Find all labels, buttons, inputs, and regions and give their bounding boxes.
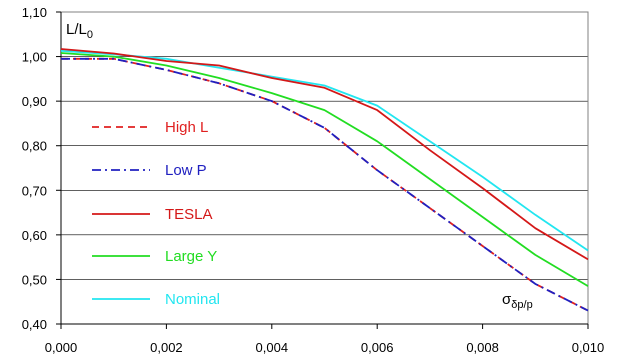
y-tick-label-5: 0,90 <box>22 94 47 109</box>
x-axis-title-main: σ <box>502 291 512 308</box>
y-tick-label-6: 1,00 <box>22 50 47 65</box>
legend-label-large-y: Large Y <box>165 248 217 265</box>
x-axis-title-sub: δp/p <box>511 299 532 311</box>
y-tick-label-3: 0,70 <box>22 183 47 198</box>
series-line-large-y <box>60 52 589 287</box>
series-line-tesla <box>60 48 589 261</box>
x-tick-label-2: 0,004 <box>256 340 289 355</box>
y-axis-title: L/L0 <box>66 21 93 41</box>
x-tick-label-1: 0,002 <box>150 340 183 355</box>
plot-area <box>60 11 589 325</box>
legend: High L Low P TESLA Large Y Nominal <box>92 119 220 308</box>
x-axis-title: σδp/p <box>502 291 533 311</box>
y-tick-label-4: 0,80 <box>22 139 47 154</box>
y-axis-title-main: L/L <box>66 21 87 38</box>
series-lines <box>60 48 589 312</box>
x-tick-label-4: 0,008 <box>466 340 499 355</box>
x-tick-label-5: 0,010 <box>572 340 605 355</box>
y-tick-label-1: 0,50 <box>22 272 47 287</box>
x-tick-label-3: 0,006 <box>361 340 394 355</box>
y-tick-label-7: 1,10 <box>22 5 47 20</box>
legend-label-low-p: Low P <box>165 162 207 179</box>
x-tick-label-0: 0,000 <box>45 340 78 355</box>
y-axis-title-sub: 0 <box>87 29 93 41</box>
gridlines <box>61 11 588 280</box>
series-line-high-l <box>61 57 589 312</box>
plot-frame <box>60 11 589 325</box>
series-line-low-p <box>61 57 589 312</box>
y-tick-label-0: 0,40 <box>22 317 47 332</box>
tick-labels: 0,40 0,50 0,60 0,70 0,80 0,90 1,00 1,10 0,000 0,0… <box>22 5 605 355</box>
legend-label-nominal: Nominal <box>165 291 220 308</box>
series-line-nominal <box>60 49 589 252</box>
y-tick-label-2: 0,60 <box>22 228 47 243</box>
legend-label-high-l: High L <box>165 119 208 136</box>
legend-label-tesla: TESLA <box>165 206 213 223</box>
